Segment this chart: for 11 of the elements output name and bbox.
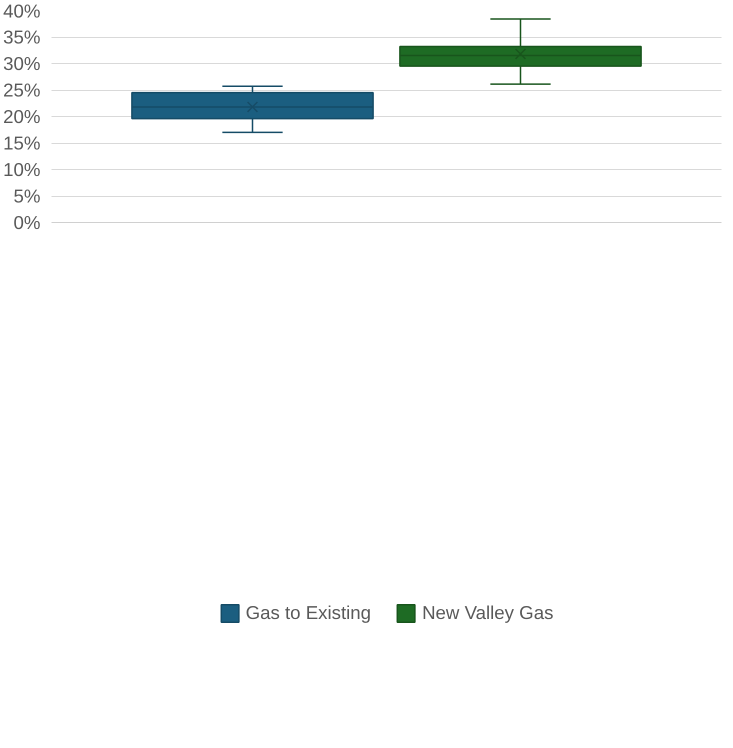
y-tick-label: 30% <box>3 53 41 74</box>
y-tick-label: 20% <box>3 106 41 127</box>
y-tick-label: 5% <box>14 186 41 206</box>
y-tick-label: 40% <box>3 0 41 22</box>
y-tick-label: 15% <box>3 132 41 154</box>
legend-label: Gas to Existing <box>246 602 372 624</box>
y-tick-label: 10% <box>3 159 41 180</box>
y-tick-label: 25% <box>3 80 41 100</box>
y-tick-label: 35% <box>3 26 41 48</box>
legend-label: New Valley Gas <box>422 602 554 624</box>
y-tick-label: 0% <box>14 212 41 233</box>
